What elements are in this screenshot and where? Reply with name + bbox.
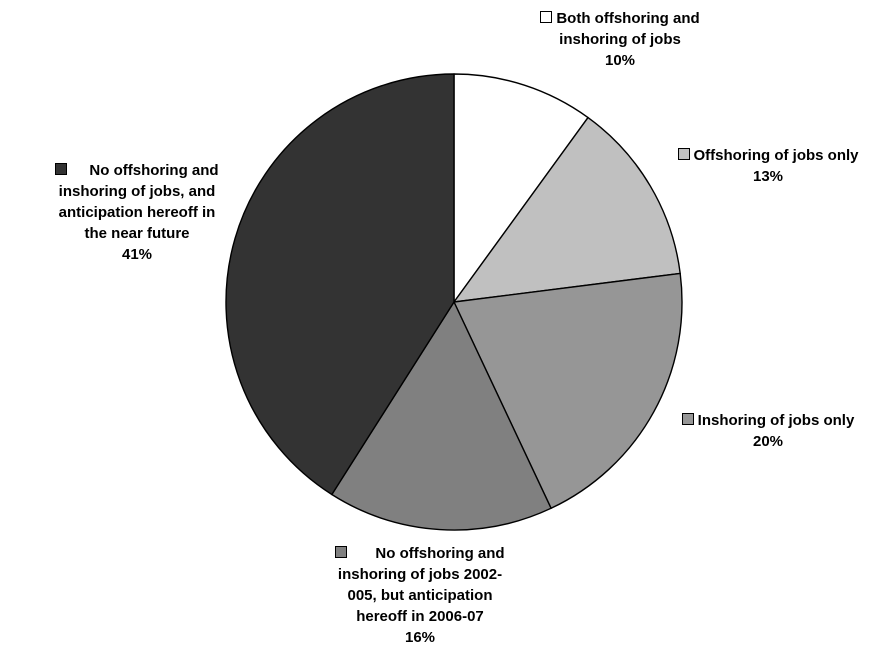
legend-swatch-anticipation-2006 (335, 546, 348, 558)
label-no-change-line-2: inshoring of jobs, and (58, 183, 216, 200)
slice-label-offshoring: Offshoring of jobs only 13% (652, 145, 883, 187)
label-inshoring-line-1: Inshoring of jobs only (697, 412, 855, 429)
label-anticipation-2006-line-1: No offshoring and (375, 545, 505, 562)
label-no-change-line-1: No offshoring and (89, 162, 219, 179)
label-anticipation-2006-line-4: hereoff in 2006-07 (356, 608, 484, 625)
pie-slice-anticipation-2006 (331, 301, 552, 531)
label-anticipation-2006-value: 16% (404, 629, 436, 646)
legend-swatch-both (540, 11, 553, 23)
slice-label-inshoring: Inshoring of jobs only 20% (658, 410, 878, 452)
slice-label-both: Both offshoring and inshoring of jobs 10… (495, 8, 745, 71)
pie-slice-both (453, 73, 589, 303)
label-both-line-1: Both offshoring and (556, 10, 700, 27)
label-anticipation-2006-line-2: inshoring of jobs 2002- (337, 566, 503, 583)
legend-swatch-offshoring (677, 148, 690, 160)
legend-swatch-inshoring (681, 413, 694, 425)
label-no-change-value: 41% (121, 246, 153, 263)
pie-slice-inshoring (453, 272, 683, 509)
label-no-change-line-4: the near future (84, 225, 190, 242)
label-no-change-line-3: anticipation hereoff in (58, 204, 216, 221)
label-inshoring-value: 20% (752, 433, 784, 450)
legend-swatch-no-change (55, 163, 68, 175)
slice-label-anticipation-2006: No offshoring and inshoring of jobs 2002… (295, 543, 545, 648)
label-both-value: 10% (604, 52, 636, 69)
pie-slice-no-change (225, 73, 455, 496)
pie-slice-offshoring (453, 116, 681, 303)
label-both-line-2: inshoring of jobs (559, 31, 681, 48)
label-offshoring-line-1: Offshoring of jobs only (693, 147, 859, 164)
label-anticipation-2006-line-3: 005, but anticipation (347, 587, 493, 604)
slice-label-no-change: No offshoring and inshoring of jobs, and… (2, 160, 272, 265)
label-offshoring-value: 13% (752, 168, 784, 185)
